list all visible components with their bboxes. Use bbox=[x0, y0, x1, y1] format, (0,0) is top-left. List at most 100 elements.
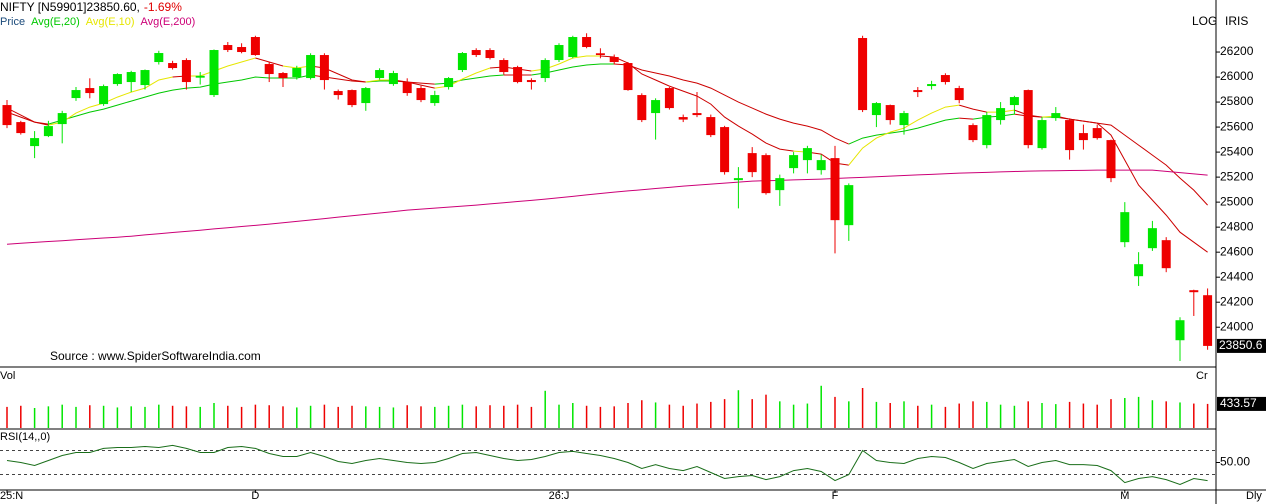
candle-body bbox=[720, 127, 730, 173]
volume-bar bbox=[765, 394, 767, 428]
moving-average-line bbox=[393, 79, 435, 89]
candle-body bbox=[1051, 113, 1061, 119]
volume-bar bbox=[461, 404, 464, 428]
candle-body bbox=[830, 158, 840, 221]
candle-body bbox=[885, 105, 895, 121]
candle-body bbox=[444, 78, 454, 88]
candle-body bbox=[361, 88, 371, 104]
change: -1.69% bbox=[144, 0, 182, 14]
moving-average-line bbox=[255, 57, 284, 67]
volume-bar bbox=[710, 401, 712, 428]
candle-body bbox=[637, 95, 647, 121]
candle-body bbox=[250, 37, 260, 56]
volume-bar bbox=[820, 385, 822, 428]
volume-bar bbox=[1041, 403, 1043, 428]
volume-bar bbox=[351, 405, 353, 428]
x-tick-label: 25:N bbox=[0, 490, 23, 502]
candle-body bbox=[678, 117, 688, 120]
volume-bar bbox=[986, 401, 988, 428]
volume-bar bbox=[599, 406, 602, 428]
candle-body bbox=[306, 55, 316, 79]
candle-body bbox=[499, 60, 509, 73]
price-label: Price bbox=[0, 16, 25, 28]
volume-bar bbox=[1206, 403, 1209, 428]
candle-body bbox=[292, 68, 302, 78]
candle-body bbox=[940, 75, 950, 83]
y-tick-label: 24600 bbox=[1220, 244, 1254, 258]
volume-bar bbox=[972, 401, 974, 428]
volume-bar bbox=[1124, 398, 1126, 428]
x-tick-label: F bbox=[832, 490, 839, 502]
volume-bar bbox=[378, 406, 381, 428]
legend-entry: Avg(E,200) bbox=[141, 16, 196, 28]
volume-bar bbox=[20, 405, 22, 428]
candle-body bbox=[30, 138, 40, 147]
candle-body bbox=[457, 53, 467, 71]
moving-average-line bbox=[6, 107, 49, 126]
legend-entry: Avg(E,20) bbox=[31, 16, 80, 28]
volume-bar bbox=[875, 401, 878, 428]
volume-bar bbox=[861, 388, 864, 428]
volume-bar bbox=[406, 405, 408, 428]
volume-bar bbox=[489, 405, 491, 428]
candle-body bbox=[402, 82, 412, 94]
y-tick-label: 24200 bbox=[1220, 294, 1254, 308]
candle-body bbox=[1065, 120, 1075, 151]
moving-average-line bbox=[6, 169, 1208, 245]
volume-bar bbox=[530, 406, 533, 428]
volume-bar bbox=[309, 405, 312, 428]
volume-bar bbox=[296, 407, 298, 428]
candle-body bbox=[1092, 128, 1102, 139]
candle-body bbox=[609, 57, 619, 63]
candle-body bbox=[43, 126, 53, 137]
symbol: NIFTY [N59901]23850.60, bbox=[0, 0, 140, 14]
volume-bar bbox=[33, 408, 36, 428]
candle-body bbox=[802, 148, 812, 161]
volume-bar bbox=[958, 403, 960, 428]
volume-bar bbox=[751, 399, 753, 428]
volume-bar bbox=[737, 390, 740, 428]
candle-body bbox=[1106, 140, 1116, 179]
volume-bar bbox=[227, 405, 229, 428]
unit-label: Cr bbox=[1196, 370, 1208, 382]
volume-bar bbox=[282, 406, 284, 428]
volume-bar bbox=[834, 396, 836, 428]
moving-average-line bbox=[972, 113, 1015, 120]
y-tick-label: 24000 bbox=[1220, 319, 1254, 333]
moving-average-line bbox=[959, 104, 987, 113]
volume-bar bbox=[806, 403, 809, 428]
candle-body bbox=[1203, 295, 1213, 346]
volume-bar bbox=[682, 405, 684, 428]
volume-bar bbox=[1055, 404, 1057, 428]
last-price-box bbox=[1217, 338, 1266, 353]
volume-bar bbox=[668, 404, 671, 428]
candle-body bbox=[540, 60, 550, 79]
volume-bar bbox=[1068, 401, 1071, 428]
volume-bar bbox=[6, 406, 8, 428]
y-tick-label: 50.00 bbox=[1220, 455, 1250, 469]
volume-bar bbox=[889, 403, 891, 428]
y-tick-label: 26200 bbox=[1220, 44, 1254, 58]
volume-bar bbox=[1013, 405, 1016, 428]
y-tick-label: 24800 bbox=[1220, 219, 1254, 233]
candle-body bbox=[1009, 97, 1019, 106]
volume-bar bbox=[1027, 401, 1029, 428]
volume-bar bbox=[779, 401, 781, 428]
candle-body bbox=[471, 50, 481, 56]
volume-bar bbox=[848, 401, 850, 428]
candle-body bbox=[1147, 228, 1157, 249]
candle-body bbox=[692, 113, 702, 116]
candle-body bbox=[347, 90, 357, 106]
candle-body bbox=[623, 63, 633, 91]
legend-entry: Avg(E,10) bbox=[86, 16, 135, 28]
volume-bar bbox=[185, 406, 188, 428]
candle-body bbox=[858, 38, 868, 111]
moving-average-line bbox=[48, 74, 311, 125]
volume-bar bbox=[585, 405, 588, 428]
candle-body bbox=[1134, 264, 1144, 277]
y-tick-label: 26000 bbox=[1220, 69, 1254, 83]
candle-body bbox=[775, 178, 785, 191]
candle-body bbox=[2, 105, 12, 126]
candle-body bbox=[278, 73, 288, 79]
candle-body bbox=[927, 84, 937, 87]
